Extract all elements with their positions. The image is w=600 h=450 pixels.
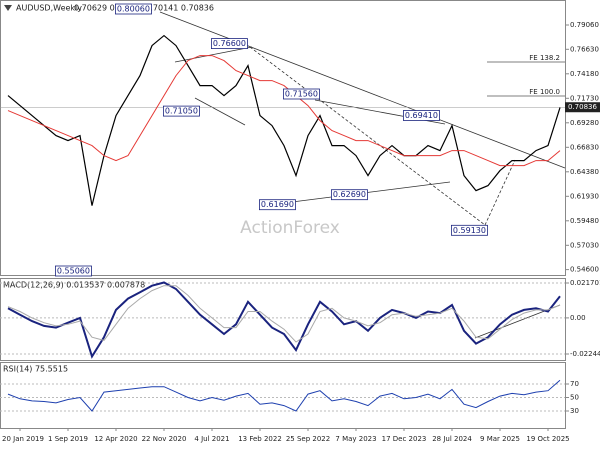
annotation-box [115, 3, 152, 15]
annotation-label: 0.55060 [57, 267, 90, 276]
x-tick-label: 25 Sep 2022 [286, 435, 330, 443]
last-price-label: 0.70836 [568, 103, 597, 111]
y-tick-label: 0.76630 [570, 45, 599, 53]
annotation: 0.55060 [55, 265, 92, 277]
x-tick-label: 13 Feb 2022 [238, 435, 282, 443]
series-line [7, 281, 561, 359]
trendline [291, 181, 451, 203]
y-tick-label: 0.69280 [570, 119, 599, 127]
menu-icon [4, 5, 12, 11]
y-tick-label: 0.61930 [570, 192, 599, 200]
annotation: 0.80060 [115, 3, 152, 15]
trendline [194, 97, 246, 126]
price-frame [0, 0, 566, 276]
y-tick-label: -0.022445 [570, 350, 600, 358]
x-tick-label: 20 Jan 2019 [2, 435, 44, 443]
annotation-label: 0.71050 [165, 107, 198, 116]
x-tick-label: 1 Sep 2019 [48, 435, 88, 443]
x-tick-label: 22 Nov 2020 [142, 435, 187, 443]
y-tick-label: 0.71730 [570, 94, 599, 102]
x-tick-label: 9 Mar 2025 [480, 435, 520, 443]
macd-frame [0, 278, 566, 361]
annotation-box [259, 199, 296, 211]
series-line [7, 34, 561, 206]
annotation-box [283, 88, 320, 100]
y-tick-label: 0.00 [570, 314, 586, 322]
chart-title: AUDUSD,Weekly [16, 4, 82, 13]
annotation-label: 0.69410 [405, 111, 438, 120]
y-tick-label: 50 [570, 393, 579, 401]
series-line [7, 379, 561, 412]
fe-label: FE 100.0 [529, 88, 560, 96]
annotation-label: 0.61690 [261, 200, 294, 209]
rsi-title: RSI(14) 75.5515 [3, 365, 68, 374]
annotation-box [403, 110, 440, 121]
y-tick-label: 0.57030 [570, 241, 599, 249]
annotation-box [451, 224, 488, 236]
frames [0, 0, 566, 429]
trendline [249, 46, 486, 226]
trendlines [159, 11, 566, 339]
annotation-label: 0.59130 [453, 226, 486, 235]
x-tick-label: 17 Dec 2023 [382, 435, 427, 443]
annotation-label: 0.71560 [285, 90, 318, 99]
annotation-label: 0.80060 [117, 5, 150, 14]
macd-title: MACD(12,26,9) 0.013537 0.007878 [3, 281, 145, 290]
trendline [159, 11, 566, 169]
annotation-label: 0.76600 [213, 39, 246, 48]
rsi-frame [0, 362, 566, 429]
y-tick-label: 0.64380 [570, 168, 599, 176]
annotation: 0.62690 [331, 189, 368, 201]
annotation: 0.76600 [211, 38, 248, 49]
annotation: 0.61690 [259, 199, 296, 211]
y-tick-label: 70 [570, 380, 579, 388]
annotation: 0.71560 [283, 88, 320, 100]
x-tick-label: 28 Jul 2024 [432, 435, 472, 443]
annotation-box [55, 265, 92, 277]
x-tick-label: 12 Apr 2020 [94, 435, 137, 443]
x-tick-label: 4 Jul 2021 [194, 435, 229, 443]
y-tick-label: 30 [570, 407, 579, 415]
annotation: 0.59130 [451, 224, 488, 236]
series-line [7, 285, 561, 343]
y-tick-label: 0.59480 [570, 217, 599, 225]
trendline [174, 46, 253, 63]
annotation: 0.71050 [163, 105, 200, 117]
annotation-box [163, 105, 200, 117]
watermark: ActionForex [240, 218, 340, 238]
y-tick-label: 0.021701 [570, 279, 600, 287]
y-tick-label: 0.54600 [570, 266, 599, 274]
x-tick-label: 7 May 2023 [335, 435, 376, 443]
y-tick-label: 0.74180 [570, 70, 599, 78]
annotation-box [331, 189, 368, 201]
y-tick-label: 0.66830 [570, 143, 599, 151]
last-price-tag [565, 102, 600, 113]
annotation-box [211, 38, 248, 49]
y-tick-label: 0.79060 [570, 21, 599, 29]
trendline [484, 159, 516, 226]
annotation-label: 0.62690 [333, 190, 366, 199]
series-line [7, 55, 561, 167]
x-tick-label: 19 Oct 2025 [526, 435, 569, 443]
annotation: 0.69410 [403, 110, 440, 121]
fe-label: FE 138.2 [529, 54, 560, 62]
